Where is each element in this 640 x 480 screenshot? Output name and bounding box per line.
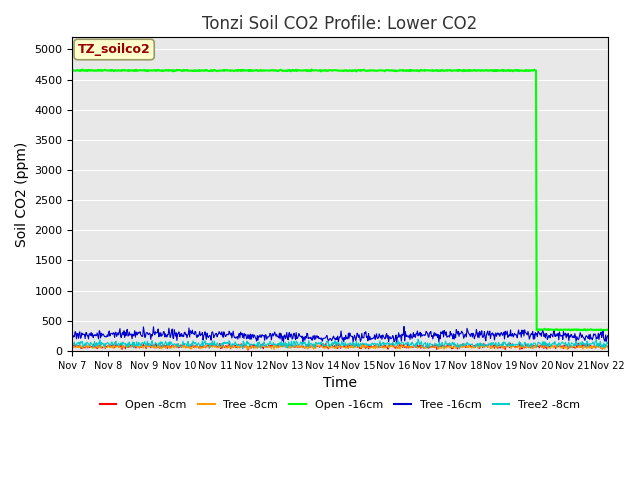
Open -16cm: [410, 68, 418, 73]
Open -16cm: [476, 68, 483, 73]
Tree -8cm: [394, 345, 401, 351]
Tree2 -8cm: [531, 340, 538, 346]
Open -8cm: [381, 343, 388, 348]
Tree2 -8cm: [414, 336, 422, 342]
Line: Tree -16cm: Tree -16cm: [72, 326, 608, 344]
Open -16cm: [102, 67, 109, 73]
Tree -16cm: [299, 341, 307, 347]
Tree2 -8cm: [101, 344, 109, 350]
Tree -8cm: [506, 342, 514, 348]
Tree2 -8cm: [68, 341, 76, 347]
Tree -16cm: [394, 335, 402, 340]
Tree -8cm: [101, 345, 109, 350]
Tree2 -8cm: [394, 337, 402, 343]
Open -8cm: [209, 339, 216, 345]
Open -8cm: [476, 346, 484, 351]
Tree -8cm: [474, 345, 482, 351]
Tree2 -8cm: [604, 341, 612, 347]
Tree -8cm: [68, 343, 76, 349]
Tree -16cm: [531, 336, 538, 342]
Open -8cm: [411, 344, 419, 349]
Tree -8cm: [604, 345, 612, 350]
Line: Tree -8cm: Tree -8cm: [72, 345, 608, 349]
Open -16cm: [79, 67, 86, 72]
Tree -8cm: [530, 343, 538, 348]
Tree -8cm: [410, 344, 417, 349]
Tree2 -8cm: [476, 340, 484, 346]
Open -16cm: [604, 327, 612, 333]
Tree -8cm: [380, 344, 387, 349]
Open -8cm: [395, 345, 403, 350]
Open -8cm: [244, 348, 252, 353]
Open -16cm: [394, 68, 402, 73]
Title: Tonzi Soil CO2 Profile: Lower CO2: Tonzi Soil CO2 Profile: Lower CO2: [202, 15, 477, 33]
Open -16cm: [567, 327, 575, 333]
Line: Tree2 -8cm: Tree2 -8cm: [72, 339, 608, 348]
Open -16cm: [530, 67, 538, 73]
Tree -16cm: [380, 335, 388, 340]
Tree -16cm: [476, 328, 484, 334]
Tree2 -8cm: [410, 344, 418, 349]
Tree -16cm: [101, 334, 109, 339]
Tree2 -8cm: [239, 346, 246, 351]
Tree -16cm: [68, 335, 76, 340]
Open -8cm: [101, 346, 109, 351]
Open -16cm: [380, 68, 388, 73]
X-axis label: Time: Time: [323, 376, 357, 390]
Line: Open -8cm: Open -8cm: [72, 342, 608, 350]
Y-axis label: Soil CO2 (ppm): Soil CO2 (ppm): [15, 142, 29, 247]
Line: Open -16cm: Open -16cm: [72, 70, 608, 330]
Open -8cm: [531, 344, 538, 349]
Open -8cm: [68, 343, 76, 348]
Legend: Open -8cm, Tree -8cm, Open -16cm, Tree -16cm, Tree2 -8cm: Open -8cm, Tree -8cm, Open -16cm, Tree -…: [95, 396, 585, 414]
Tree -8cm: [598, 347, 606, 352]
Tree -16cm: [400, 324, 408, 329]
Open -8cm: [604, 343, 612, 349]
Text: TZ_soilco2: TZ_soilco2: [77, 43, 150, 56]
Tree -16cm: [604, 333, 612, 338]
Tree -16cm: [411, 332, 419, 337]
Tree2 -8cm: [380, 343, 388, 349]
Open -16cm: [68, 68, 76, 73]
